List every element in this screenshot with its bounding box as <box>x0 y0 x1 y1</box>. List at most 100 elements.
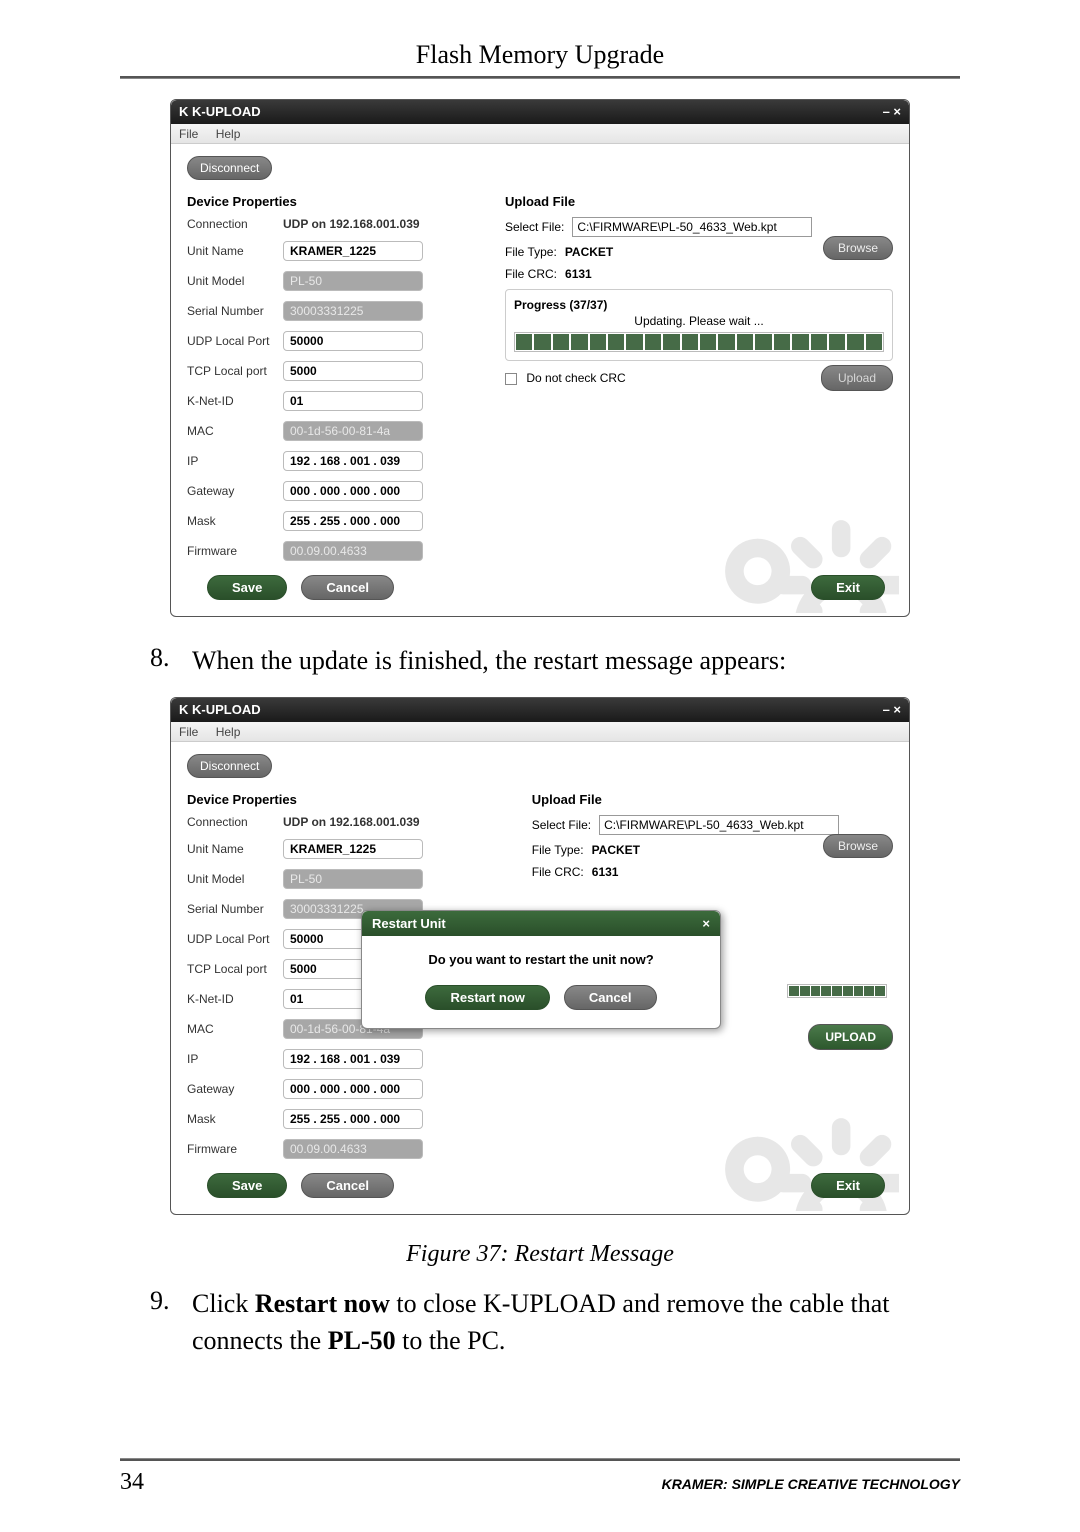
modal-close-icon[interactable]: × <box>702 916 710 931</box>
unit-name-label-2: Unit Name <box>187 842 283 856</box>
app-window-1: K K-UPLOAD – × File Help Disconnect Devi… <box>170 99 910 617</box>
unit-model-field: PL-50 <box>283 271 423 291</box>
menu-help[interactable]: Help <box>216 127 241 141</box>
app-title-2: K K-UPLOAD <box>179 698 261 722</box>
unit-name-field-2[interactable]: KRAMER_1225 <box>283 839 423 859</box>
figure-caption: Figure 37: Restart Message <box>120 1241 960 1268</box>
exit-button[interactable]: Exit <box>811 575 885 600</box>
file-crc-label: File CRC: <box>505 267 557 281</box>
save-button[interactable]: Save <box>207 575 287 600</box>
step-8-text: When the update is finished, the restart… <box>192 646 786 675</box>
gateway-label-2: Gateway <box>187 1082 283 1096</box>
select-file-field[interactable]: C:\FIRMWARE\PL-50_4633_Web.kpt <box>572 217 812 237</box>
menu-file-2[interactable]: File <box>179 725 198 739</box>
firmware-label-2: Firmware <box>187 1142 283 1156</box>
crc-label: Do not check CRC <box>526 371 625 385</box>
serial-label: Serial Number <box>187 304 283 318</box>
tcp-label: TCP Local port <box>187 364 283 378</box>
unit-model-label: Unit Model <box>187 274 283 288</box>
file-type-label: File Type: <box>505 245 557 259</box>
modal-title: Restart Unit <box>372 916 446 931</box>
connection-label: Connection <box>187 217 283 231</box>
upload-file-title: Upload File <box>505 194 893 209</box>
serial-field: 30003331225 <box>283 301 423 321</box>
mask-label: Mask <box>187 514 283 528</box>
restart-modal: Restart Unit × Do you want to restart th… <box>361 910 721 1029</box>
mask-field[interactable]: 255 . 255 . 000 . 000 <box>283 511 423 531</box>
ip-label: IP <box>187 454 283 468</box>
mac-label: MAC <box>187 424 283 438</box>
file-crc-value: 6131 <box>565 267 592 281</box>
app-title: K K-UPLOAD <box>179 100 261 124</box>
updating-text: Updating. Please wait ... <box>514 314 884 328</box>
small-progress <box>787 984 887 998</box>
file-type-label-2: File Type: <box>532 843 584 857</box>
connection-value: UDP on 192.168.001.039 <box>283 217 420 231</box>
serial-label-2: Serial Number <box>187 902 283 916</box>
footer-rule <box>120 1458 960 1461</box>
header-rule <box>120 76 960 79</box>
page-header: Flash Memory Upgrade <box>120 40 960 70</box>
page-footer: 34 KRAMER: SIMPLE CREATIVE TECHNOLOGY <box>120 1458 960 1496</box>
page-number: 34 <box>120 1469 144 1496</box>
disconnect-button[interactable]: Disconnect <box>187 156 272 180</box>
save-button-2[interactable]: Save <box>207 1173 287 1198</box>
udp-label: UDP Local Port <box>187 334 283 348</box>
firmware-label: Firmware <box>187 544 283 558</box>
mask-field-2[interactable]: 255 . 255 . 000 . 000 <box>283 1109 423 1129</box>
step-9-text: Click Restart now to close K-UPLOAD and … <box>192 1289 890 1354</box>
ip-field-2[interactable]: 192 . 168 . 001 . 039 <box>283 1049 423 1069</box>
tcp-field[interactable]: 5000 <box>283 361 423 381</box>
footer-brand: KRAMER: SIMPLE CREATIVE TECHNOLOGY <box>662 1476 960 1492</box>
gateway-label: Gateway <box>187 484 283 498</box>
knet-field[interactable]: 01 <box>283 391 423 411</box>
upload-file-title-2: Upload File <box>532 792 893 807</box>
upload-button[interactable]: Upload <box>821 365 893 391</box>
browse-button-2[interactable]: Browse <box>823 834 893 858</box>
progress-bar <box>514 332 884 352</box>
tcp-label-2: TCP Local port <box>187 962 283 976</box>
restart-now-button[interactable]: Restart now <box>425 985 549 1010</box>
connection-value-2: UDP on 192.168.001.039 <box>283 815 420 829</box>
device-props-title-2: Device Properties <box>187 792 512 807</box>
unit-name-label: Unit Name <box>187 244 283 258</box>
disconnect-button-2[interactable]: Disconnect <box>187 754 272 778</box>
gateway-field-2[interactable]: 000 . 000 . 000 . 000 <box>283 1079 423 1099</box>
crc-checkbox[interactable] <box>505 373 517 385</box>
exit-button-2[interactable]: Exit <box>811 1173 885 1198</box>
firmware-field: 00.09.00.4633 <box>283 541 423 561</box>
cancel-button-2[interactable]: Cancel <box>301 1173 394 1198</box>
titlebar: K K-UPLOAD – × <box>171 100 909 124</box>
unit-model-field-2: PL-50 <box>283 869 423 889</box>
step-8: 8. When the update is finished, the rest… <box>150 643 960 679</box>
device-props-title: Device Properties <box>187 194 485 209</box>
unit-name-field[interactable]: KRAMER_1225 <box>283 241 423 261</box>
window-controls-2[interactable]: – × <box>883 698 901 722</box>
select-file-field-2[interactable]: C:\FIRMWARE\PL-50_4633_Web.kpt <box>599 815 839 835</box>
app-window-2: K K-UPLOAD – × File Help Disconnect Devi… <box>170 697 910 1215</box>
mask-label-2: Mask <box>187 1112 283 1126</box>
upload-button-2[interactable]: UPLOAD <box>808 1024 893 1050</box>
cancel-button[interactable]: Cancel <box>301 575 394 600</box>
titlebar-2: K K-UPLOAD – × <box>171 698 909 722</box>
udp-field[interactable]: 50000 <box>283 331 423 351</box>
menu-file[interactable]: File <box>179 127 198 141</box>
knet-label: K-Net-ID <box>187 394 283 408</box>
menubar-2: File Help <box>171 722 909 742</box>
connection-label-2: Connection <box>187 815 283 829</box>
mac-field: 00-1d-56-00-81-4a <box>283 421 423 441</box>
step-9-num: 9. <box>150 1286 170 1316</box>
file-type-value: PACKET <box>565 245 613 259</box>
select-file-label-2: Select File: <box>532 818 591 832</box>
modal-cancel-button[interactable]: Cancel <box>564 985 657 1010</box>
ip-field[interactable]: 192 . 168 . 001 . 039 <box>283 451 423 471</box>
menu-help-2[interactable]: Help <box>216 725 241 739</box>
select-file-label: Select File: <box>505 220 564 234</box>
file-type-value-2: PACKET <box>592 843 640 857</box>
mac-label-2: MAC <box>187 1022 283 1036</box>
udp-label-2: UDP Local Port <box>187 932 283 946</box>
progress-label: Progress (37/37) <box>514 298 884 312</box>
browse-button[interactable]: Browse <box>823 236 893 260</box>
gateway-field[interactable]: 000 . 000 . 000 . 000 <box>283 481 423 501</box>
window-controls[interactable]: – × <box>883 100 901 124</box>
